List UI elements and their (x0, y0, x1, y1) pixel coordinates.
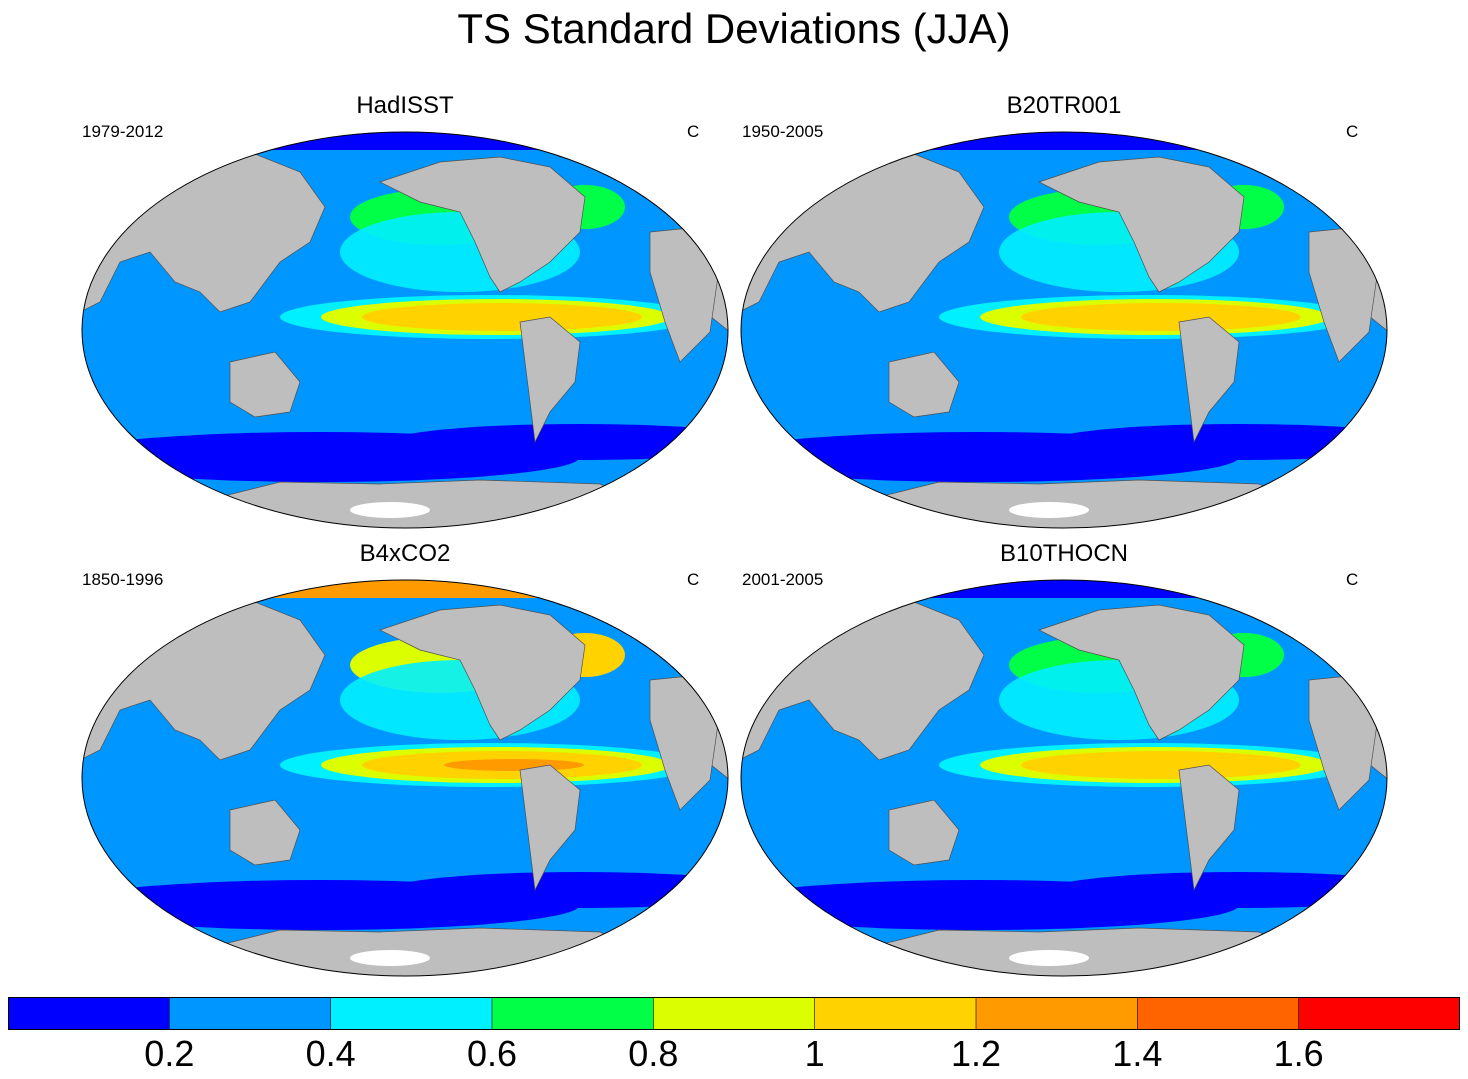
ice-shelf (1009, 950, 1089, 966)
panel-period: 2001-2005 (742, 570, 824, 589)
world-map (81, 579, 729, 977)
colorbar-segment (1137, 997, 1300, 1030)
panel-title: B4xCO2 (359, 540, 451, 567)
colorbar-tick-label: 0.2 (144, 1033, 195, 1074)
equatorial-tongue (403, 307, 613, 327)
panel-units: C (1346, 122, 1359, 141)
world-map (81, 131, 729, 529)
map-panel-b20tr001: B20TR001 1950-2005 C (739, 92, 1389, 532)
panel-units: C (687, 570, 700, 589)
colorbar-segment (1298, 997, 1460, 1030)
colorbar-segment (8, 997, 170, 1030)
land-mass (1038, 156, 1245, 293)
land-mass (229, 799, 301, 866)
ice-shelf (350, 502, 430, 518)
colorbar-tick-label: 0.8 (628, 1033, 679, 1074)
colorbar-tick-label: 0.6 (466, 1033, 518, 1074)
arctic-band (82, 132, 728, 150)
colorbar-segment (976, 997, 1138, 1030)
panel-period: 1979-2012 (82, 122, 164, 141)
colorbar-tick-label: 1.6 (1273, 1033, 1324, 1074)
map-outline (81, 131, 729, 529)
map-outline (81, 579, 729, 977)
land-mass (519, 764, 581, 892)
colorbar-tick-label: 1.4 (1112, 1033, 1163, 1074)
panel-title: HadISST (356, 92, 454, 119)
panel-period: 1850-1996 (82, 570, 164, 589)
ice-shelf (1009, 502, 1089, 518)
equatorial-tongue (1062, 307, 1272, 327)
colorbar-tick-label: 0.4 (305, 1033, 356, 1074)
arctic-band (82, 580, 728, 598)
colorbar-border (8, 997, 1460, 1030)
colorbar-segment (330, 997, 493, 1030)
colorbar-tick-label: 1.2 (950, 1033, 1002, 1074)
main-title: TS Standard Deviations (JJA) (457, 5, 1011, 52)
ice-shelf (350, 950, 430, 966)
land-mass (379, 604, 586, 741)
map-outline (740, 579, 1388, 977)
land-mass (888, 351, 960, 418)
panel-units: C (687, 122, 700, 141)
map-panel-hadisst: HadISST 1979-2012 C (80, 92, 730, 532)
land-mass (1178, 316, 1240, 444)
colorbar-tick-label: 1 (804, 1033, 825, 1074)
equatorial-tongue (444, 759, 584, 771)
arctic-band (741, 580, 1387, 598)
colorbar-segment (169, 997, 332, 1030)
colorbar-segment (653, 997, 816, 1030)
panel-title: B20TR001 (1006, 92, 1122, 119)
panel-title: B10THOCN (999, 540, 1129, 567)
arctic-band (741, 132, 1387, 150)
land-mass (379, 156, 586, 293)
colorbar-segment (492, 997, 654, 1030)
colorbar-segment (814, 997, 977, 1030)
land-mass (519, 316, 581, 444)
world-map (740, 131, 1388, 529)
world-map (740, 579, 1388, 977)
map-panel-b10thocn: B10THOCN 2001-2005 C (739, 540, 1389, 980)
land-mass (229, 351, 301, 418)
land-mass (1038, 604, 1245, 741)
land-mass (888, 799, 960, 866)
land-mass (1178, 764, 1240, 892)
equatorial-tongue (1021, 751, 1301, 779)
panel-period: 1950-2005 (742, 122, 824, 141)
colorbar (8, 997, 1460, 1030)
map-panel-b4xco2: B4xCO2 1850-1996 C (80, 540, 730, 980)
panel-units: C (1346, 570, 1359, 589)
map-outline (740, 131, 1388, 529)
